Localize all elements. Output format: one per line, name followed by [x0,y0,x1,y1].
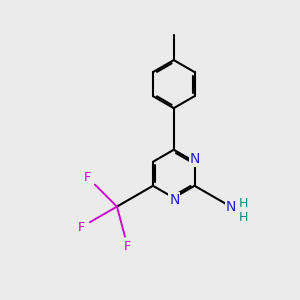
Text: H: H [238,212,248,224]
Text: H: H [238,197,248,210]
Text: N: N [225,200,236,214]
Text: F: F [124,240,131,253]
Text: N: N [169,193,180,207]
Text: F: F [77,221,85,234]
Text: N: N [190,152,200,167]
Text: F: F [84,171,91,184]
